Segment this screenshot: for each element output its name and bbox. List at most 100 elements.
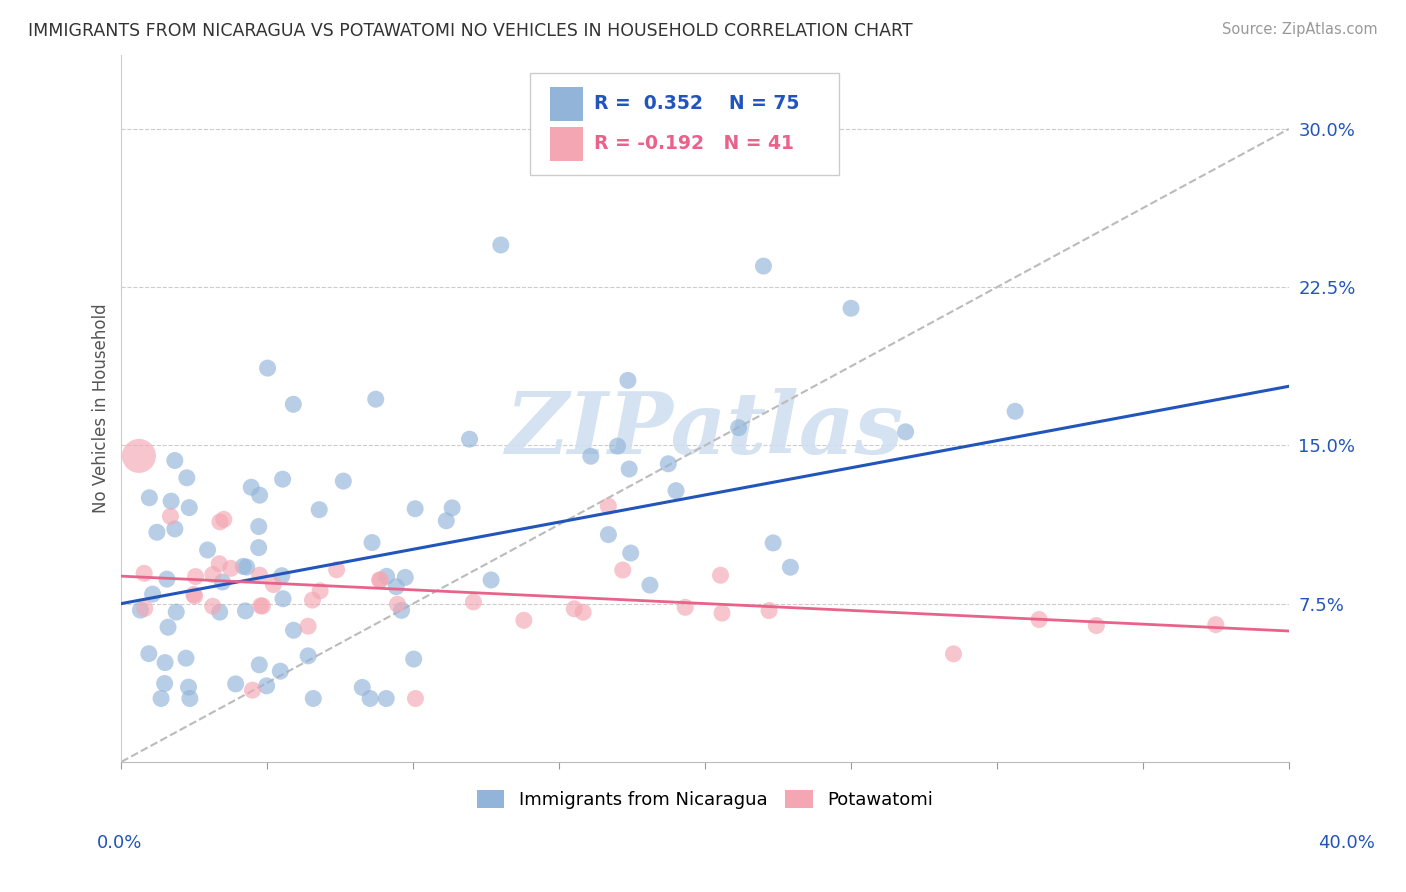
Point — [179, 500, 201, 515]
Point — [128, 449, 150, 463]
Point — [391, 603, 413, 617]
Point — [617, 462, 640, 476]
Point — [184, 569, 207, 583]
Point — [163, 453, 186, 467]
Point — [332, 474, 354, 488]
Y-axis label: No Vehicles in Household: No Vehicles in Household — [93, 303, 110, 513]
Point — [434, 514, 457, 528]
Text: 40.0%: 40.0% — [1319, 834, 1375, 852]
Point — [894, 425, 917, 439]
Point — [160, 494, 183, 508]
Point — [150, 691, 173, 706]
Point — [138, 647, 160, 661]
Point — [134, 601, 156, 615]
Text: ZIPatlas: ZIPatlas — [506, 388, 904, 471]
Legend: Immigrants from Nicaragua, Potawatomi: Immigrants from Nicaragua, Potawatomi — [470, 782, 941, 816]
Point — [269, 664, 291, 678]
Point — [153, 676, 176, 690]
Point — [249, 568, 271, 582]
Point — [183, 587, 205, 601]
Point — [302, 691, 325, 706]
Text: Source: ZipAtlas.com: Source: ZipAtlas.com — [1222, 22, 1378, 37]
Point — [673, 600, 696, 615]
Point — [579, 449, 602, 463]
Point — [352, 681, 374, 695]
Point — [665, 483, 688, 498]
Point — [156, 572, 179, 586]
Point — [271, 472, 294, 486]
Point — [394, 570, 416, 584]
Point — [762, 536, 785, 550]
Point — [606, 439, 628, 453]
Text: R = -0.192   N = 41: R = -0.192 N = 41 — [595, 134, 807, 153]
Point — [183, 589, 205, 603]
Point — [176, 471, 198, 485]
Point — [1205, 617, 1227, 632]
Point — [211, 574, 233, 589]
Point — [129, 603, 152, 617]
Point — [479, 573, 502, 587]
Point — [385, 580, 408, 594]
Bar — [550, 87, 582, 120]
Point — [249, 488, 271, 502]
Point — [758, 604, 780, 618]
Point — [387, 597, 409, 611]
Point — [142, 587, 165, 601]
Point — [235, 604, 257, 618]
Point — [368, 573, 391, 587]
Point — [368, 573, 391, 587]
Point — [617, 373, 640, 387]
Point — [297, 648, 319, 663]
Point — [1004, 404, 1026, 418]
Point — [309, 583, 332, 598]
Point — [208, 557, 231, 571]
Point — [256, 679, 278, 693]
Point — [359, 691, 381, 706]
Point — [153, 656, 176, 670]
Point — [404, 501, 426, 516]
Point — [240, 480, 263, 494]
Point — [247, 657, 270, 672]
Point — [208, 515, 231, 529]
Point — [225, 677, 247, 691]
Point — [562, 601, 585, 615]
Point — [752, 259, 775, 273]
Text: 0.0%: 0.0% — [97, 834, 142, 852]
Point — [1085, 618, 1108, 632]
Point — [711, 606, 734, 620]
Text: IMMIGRANTS FROM NICARAGUA VS POTAWATOMI NO VEHICLES IN HOUSEHOLD CORRELATION CHA: IMMIGRANTS FROM NICARAGUA VS POTAWATOMI … — [28, 22, 912, 40]
Point — [779, 560, 801, 574]
Point — [297, 619, 319, 633]
Point — [252, 599, 274, 613]
Point — [177, 680, 200, 694]
Point — [361, 535, 384, 549]
Point — [283, 624, 305, 638]
Point — [249, 599, 271, 613]
Point — [463, 595, 485, 609]
Point — [375, 569, 398, 583]
Point — [301, 593, 323, 607]
Point — [657, 457, 679, 471]
Point — [179, 691, 201, 706]
Point — [598, 527, 620, 541]
Point — [212, 512, 235, 526]
Point — [256, 361, 278, 376]
Point — [375, 691, 398, 706]
Point — [1028, 613, 1050, 627]
Point — [146, 525, 169, 540]
Point — [157, 620, 180, 634]
Point — [270, 568, 292, 582]
Point — [612, 563, 634, 577]
Point — [709, 568, 731, 582]
Point — [247, 541, 270, 555]
Point — [489, 238, 512, 252]
Point — [201, 567, 224, 582]
FancyBboxPatch shape — [530, 73, 839, 175]
Point — [404, 691, 426, 706]
Point — [727, 420, 749, 434]
Point — [572, 605, 595, 619]
Point — [197, 543, 219, 558]
Point — [247, 519, 270, 533]
Point — [638, 578, 661, 592]
Point — [942, 647, 965, 661]
